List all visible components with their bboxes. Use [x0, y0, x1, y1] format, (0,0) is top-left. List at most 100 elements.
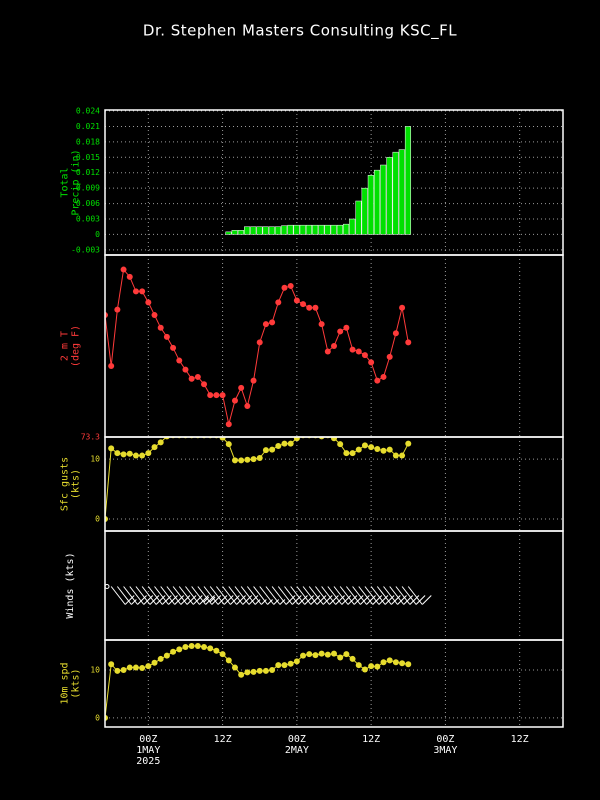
wind-barb	[315, 586, 339, 605]
wind-barb	[333, 586, 358, 605]
data-point	[194, 642, 201, 649]
data-point	[386, 446, 393, 453]
data-point	[163, 333, 170, 340]
data-point	[361, 666, 368, 673]
wind-barb	[116, 586, 137, 605]
data-point	[374, 445, 381, 452]
data-point	[300, 652, 307, 659]
data-point	[163, 652, 170, 659]
bar	[398, 149, 405, 235]
data-point	[139, 452, 146, 459]
data-point	[238, 457, 245, 464]
data-point	[126, 273, 133, 280]
data-point	[269, 446, 276, 453]
data-point	[256, 339, 263, 346]
data-point	[337, 441, 344, 448]
data-point	[405, 440, 412, 447]
data-point	[188, 642, 195, 649]
bar	[355, 200, 362, 235]
wind-barb	[209, 586, 234, 605]
y-axis-label: Total	[60, 167, 71, 197]
wind-barb	[197, 586, 222, 605]
bar	[237, 230, 244, 235]
wind-barb	[154, 586, 178, 605]
data-point	[386, 353, 393, 360]
bar	[404, 126, 412, 235]
data-point	[225, 657, 232, 664]
data-point	[157, 324, 164, 331]
bar	[299, 224, 306, 235]
bar	[231, 230, 238, 235]
bar	[373, 169, 381, 235]
x-date-label: 2MAY	[285, 745, 309, 756]
y-axis-label: Winds (kts)	[65, 552, 76, 618]
data-point	[151, 312, 158, 319]
data-point	[275, 299, 282, 306]
data-point	[293, 437, 300, 442]
bar	[349, 218, 356, 235]
data-point	[219, 651, 226, 658]
data-point	[275, 442, 282, 449]
wind-barb	[327, 586, 352, 605]
wind-barb	[358, 586, 383, 605]
wind-barb	[105, 584, 110, 589]
y-axis-label: (deg F)	[71, 325, 82, 367]
data-point	[337, 328, 344, 335]
data-point	[374, 663, 381, 670]
data-point	[120, 666, 127, 673]
data-point	[355, 348, 362, 355]
wind-barb	[135, 586, 160, 605]
panel: 0 10 Sfc gusts (kts)	[60, 436, 564, 532]
data-point	[114, 450, 121, 457]
data-point	[170, 648, 177, 655]
x-tick-label: 12Z	[511, 734, 529, 745]
data-point	[256, 454, 263, 461]
y-tick-label: 0.024	[76, 107, 100, 116]
y-tick-label: 10	[90, 665, 100, 674]
plot-area	[105, 437, 412, 523]
data-point	[312, 652, 319, 659]
data-point	[219, 437, 226, 441]
data-point	[139, 665, 146, 672]
data-point	[337, 654, 344, 661]
y-axis-label: Precip (in)	[71, 149, 82, 215]
data-point	[145, 299, 152, 306]
bar	[281, 225, 288, 235]
data-point	[380, 447, 387, 454]
data-point	[238, 671, 245, 678]
data-point	[126, 450, 133, 457]
panel: 0 10 10m spd (kts)	[60, 639, 564, 728]
wind-barb	[277, 586, 302, 605]
y-tick-label: 0.021	[76, 122, 100, 131]
x-year-label: 2025	[136, 756, 160, 767]
data-point	[151, 659, 158, 666]
data-point	[392, 452, 399, 459]
bar	[225, 231, 232, 235]
wind-barb	[407, 586, 432, 605]
data-point	[250, 668, 257, 675]
y-axis-label: 10m spd	[60, 662, 71, 704]
bar	[361, 187, 368, 235]
data-point	[262, 321, 269, 328]
y-tick-label: 0	[95, 515, 100, 524]
y-tick-label: 0.012	[76, 168, 100, 177]
y-tick-label: 0.009	[76, 184, 100, 193]
data-point	[201, 643, 208, 650]
data-point	[405, 339, 412, 346]
y-tick-label: 0	[95, 230, 100, 239]
data-point	[256, 667, 263, 674]
bar	[367, 175, 374, 235]
data-point	[343, 450, 350, 457]
wind-barb	[296, 586, 321, 605]
bar	[244, 226, 251, 235]
wind-barb	[178, 586, 203, 605]
data-point	[108, 445, 115, 452]
series-line	[105, 437, 409, 520]
data-point	[392, 330, 399, 337]
data-point	[213, 647, 220, 654]
wind-barb	[228, 586, 253, 605]
wind-barb	[141, 586, 166, 605]
data-point	[108, 363, 115, 370]
